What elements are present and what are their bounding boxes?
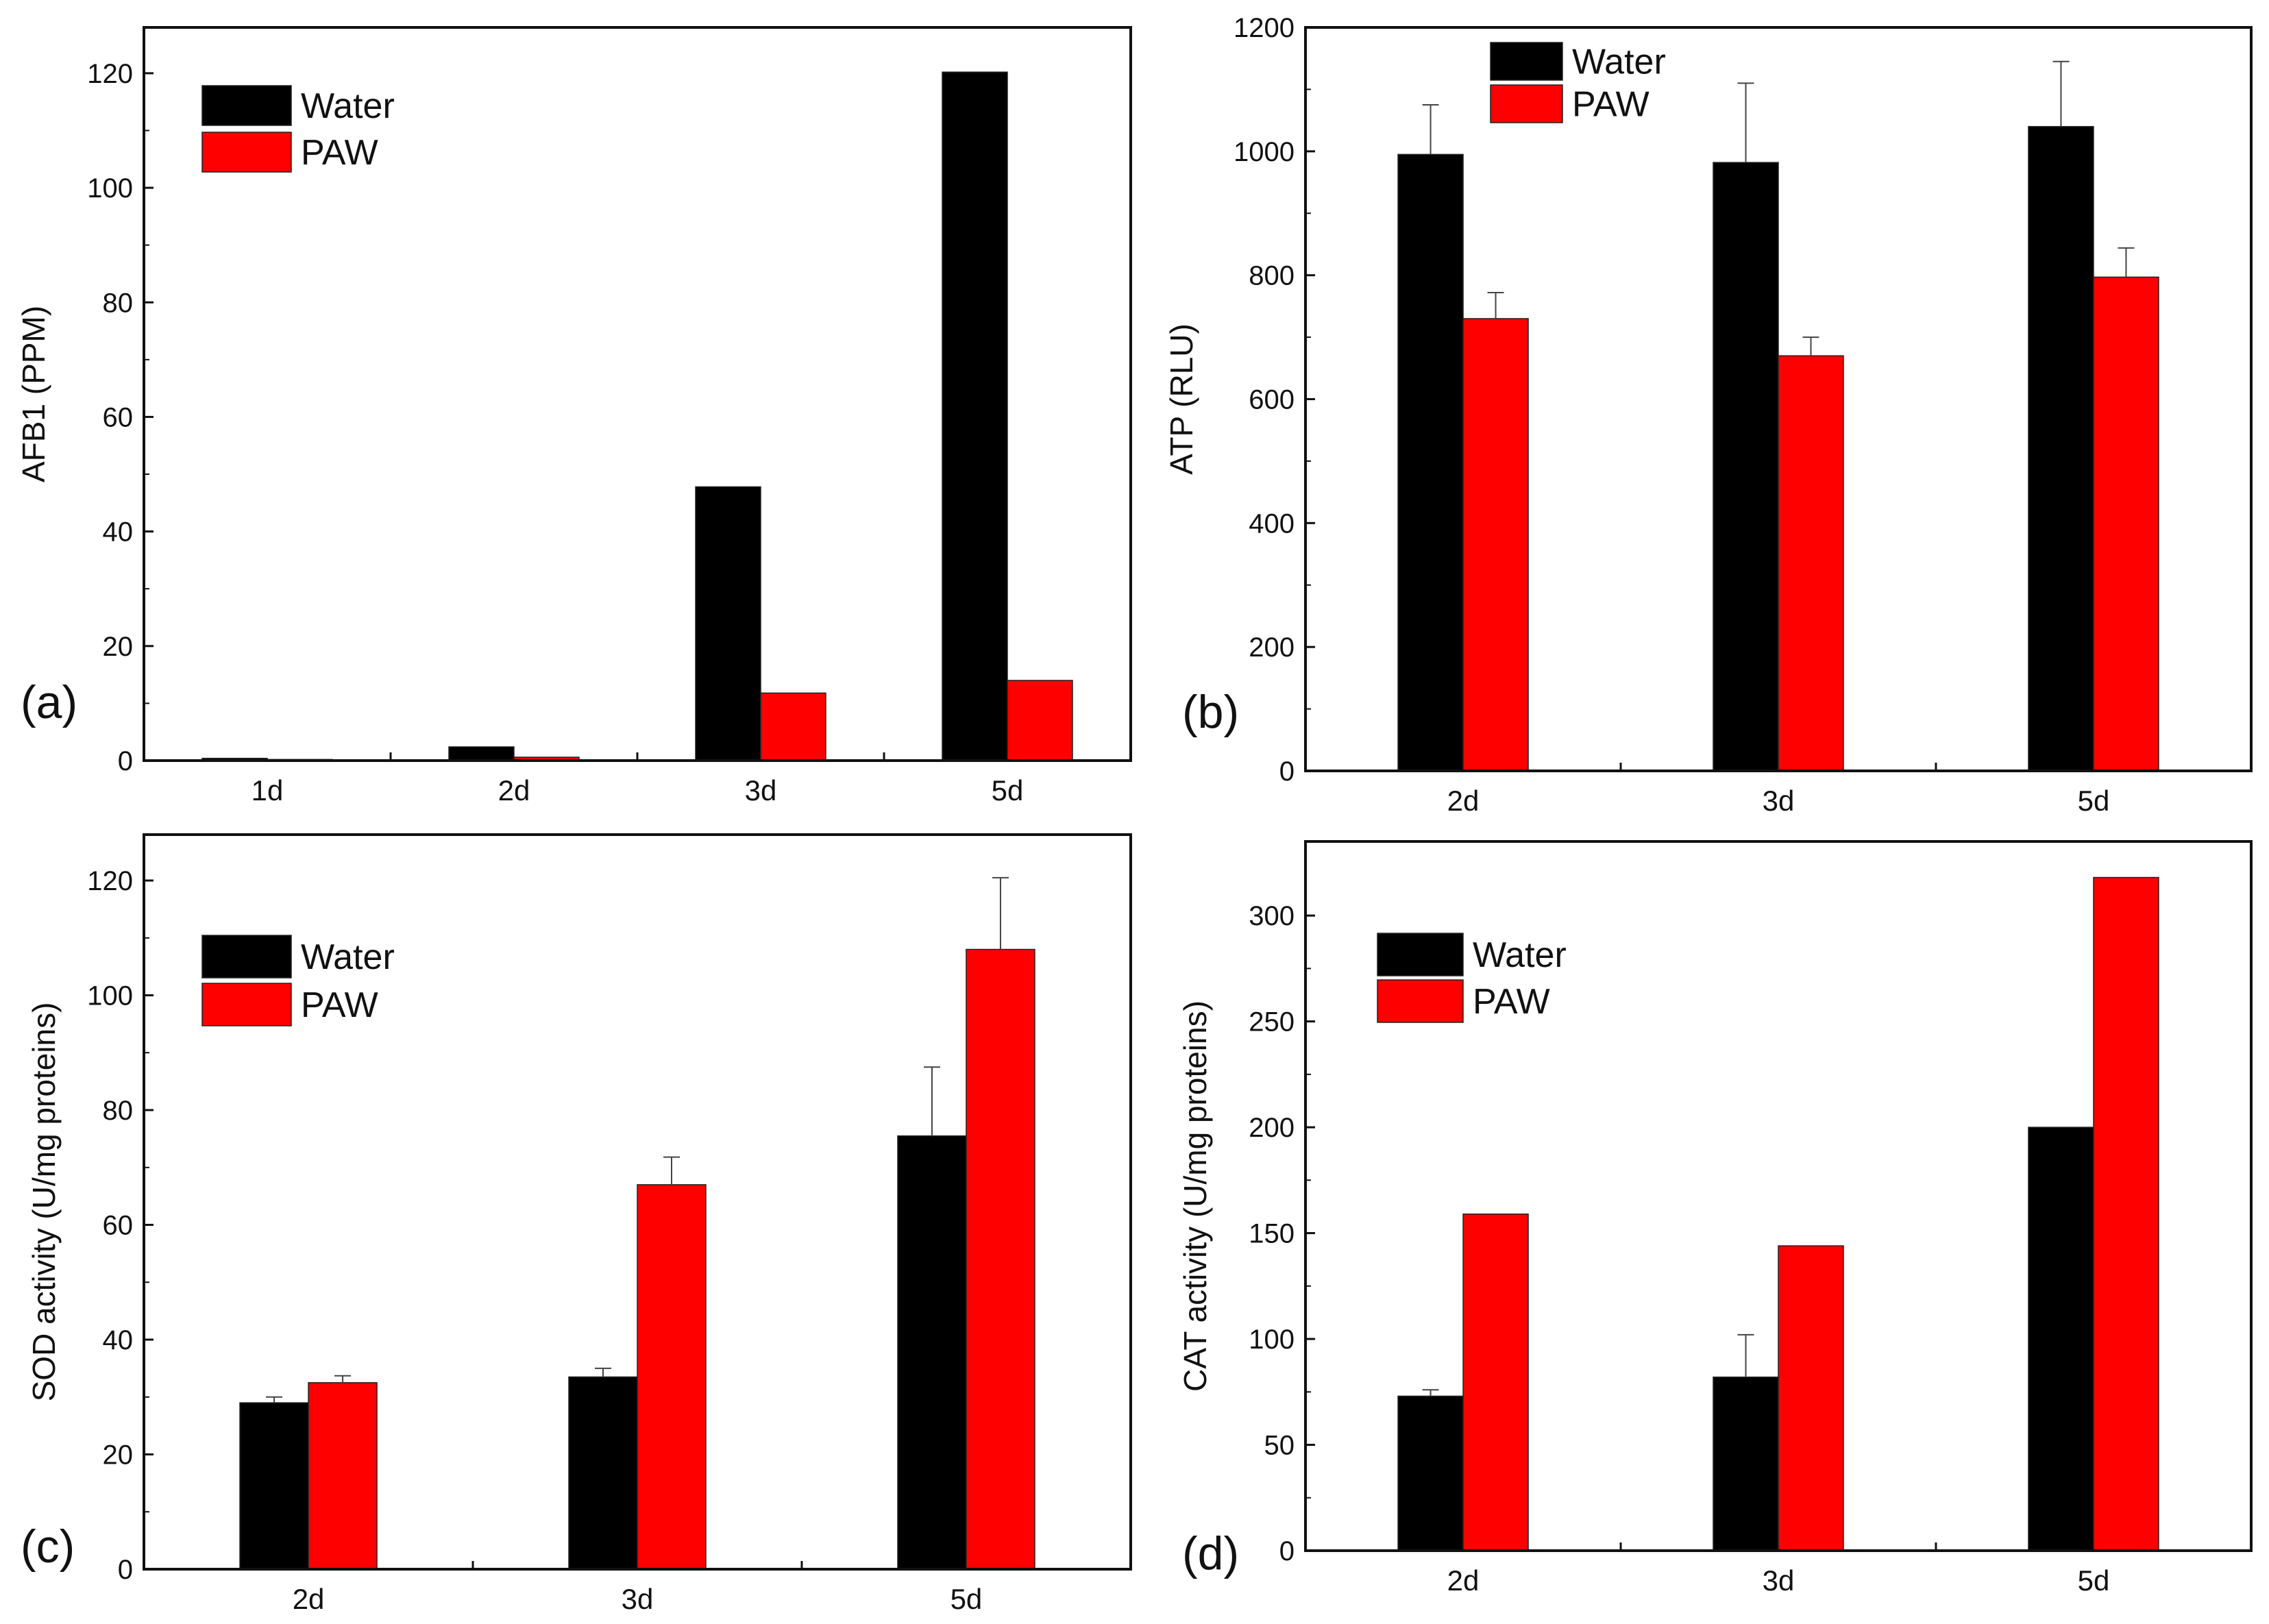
legend-label-water: Water — [1473, 935, 1567, 975]
x-tick-label: 1d — [252, 774, 284, 807]
chart-panel-1: 0 200 400 600 800 1000 1200 2d 3d 5d ATP (RLU) Wate… — [1164, 13, 2253, 817]
y-tick-label: 150 — [1249, 1219, 1295, 1249]
y-tick-label: 120 — [87, 866, 133, 896]
bar-paw-2d — [308, 1382, 378, 1570]
x-tick-label: 3d — [1763, 1564, 1795, 1597]
bar-paw-3d — [1778, 355, 1844, 772]
bar-paw-3d — [760, 692, 826, 761]
y-tick-label: 0 — [1279, 756, 1295, 787]
bar-water-3d — [568, 1376, 638, 1570]
x-tick-label: 2d — [1447, 785, 1480, 817]
legend-swatch-water — [201, 85, 292, 126]
bar-water-5d — [942, 71, 1008, 761]
bar-paw-3d — [637, 1184, 707, 1570]
y-tick-label: 80 — [103, 1096, 134, 1126]
legend-swatch-paw — [201, 983, 292, 1026]
legend-swatch-water — [1377, 933, 1464, 976]
bar-paw-3d — [1778, 1245, 1844, 1551]
panel-label: (a) — [21, 676, 77, 728]
bar-water-5d — [2028, 1127, 2094, 1551]
y-tick-label: 250 — [1249, 1007, 1295, 1037]
legend-label-water: Water — [301, 937, 395, 977]
bar-paw-5d — [966, 948, 1035, 1570]
panel-label: (b) — [1182, 686, 1239, 738]
y-tick-label: 0 — [1279, 1536, 1295, 1566]
y-tick-label: 100 — [1249, 1325, 1295, 1355]
bar-paw-5d — [1007, 680, 1073, 761]
legend-label-water: Water — [301, 86, 395, 126]
legend-label-paw: PAW — [1572, 85, 1649, 125]
legend-swatch-paw — [201, 132, 292, 173]
y-tick-label: 20 — [103, 1440, 134, 1471]
legend-label-paw: PAW — [1473, 982, 1550, 1022]
bar-paw-5d — [2093, 876, 2159, 1551]
chart-panel-2: 0 20 40 60 80 100 120 2d 3d 5d SOD activity (U/mg … — [21, 833, 1132, 1615]
y-tick-label: 300 — [1249, 901, 1295, 931]
y-tick-label: 1000 — [1234, 137, 1295, 167]
bar-water-2d — [1397, 153, 1464, 772]
bar-water-2d — [1397, 1395, 1464, 1551]
y-tick-label: 60 — [103, 402, 134, 432]
y-tick-label: 60 — [103, 1211, 134, 1241]
x-tick-label: 2d — [1447, 1564, 1480, 1597]
x-tick-label: 2d — [293, 1583, 325, 1615]
y-tick-label: 50 — [1264, 1431, 1295, 1461]
legend-label-paw: PAW — [301, 133, 378, 173]
y-axis-label: CAT activity (U/mg proteins) — [1177, 1000, 1213, 1392]
y-tick-label: 800 — [1249, 261, 1295, 291]
y-tick-label: 100 — [87, 173, 133, 204]
legend-swatch-water — [201, 935, 292, 979]
x-tick-label: 2d — [498, 774, 530, 807]
y-tick-label: 80 — [103, 288, 134, 318]
y-tick-label: 40 — [103, 1325, 134, 1355]
y-tick-label: 40 — [103, 517, 134, 548]
bar-water-3d — [695, 486, 761, 761]
y-tick-label: 400 — [1249, 508, 1295, 539]
panel-label: (d) — [1182, 1527, 1239, 1579]
bar-water-2d — [239, 1402, 309, 1570]
bar-water-5d — [2028, 125, 2094, 772]
y-tick-label: 1200 — [1234, 13, 1295, 43]
y-tick-label: 0 — [118, 1555, 133, 1585]
legend-swatch-paw — [1377, 979, 1464, 1023]
panel-label: (c) — [21, 1521, 75, 1573]
x-tick-label: 5d — [950, 1583, 983, 1615]
legend-label-paw: PAW — [301, 985, 378, 1025]
x-tick-label: 5d — [2078, 785, 2110, 817]
y-tick-label: 100 — [87, 981, 133, 1011]
y-tick-label: 20 — [103, 632, 134, 662]
y-tick-label: 200 — [1249, 1113, 1295, 1143]
plot-frame — [143, 833, 1132, 1571]
plot-frame — [1304, 840, 2253, 1552]
bar-water-5d — [897, 1135, 967, 1570]
y-tick-label: 120 — [87, 59, 133, 89]
bar-water-3d — [1713, 1376, 1779, 1551]
bar-water-3d — [1713, 162, 1779, 772]
legend-label-water: Water — [1572, 42, 1666, 82]
x-tick-label: 3d — [1763, 785, 1795, 817]
bar-paw-2d — [1462, 1214, 1529, 1551]
bar-water-2d — [448, 746, 515, 761]
x-tick-label: 5d — [992, 774, 1024, 807]
legend-swatch-water — [1490, 42, 1563, 81]
y-axis-label: ATP (RLU) — [1164, 323, 1199, 475]
chart-panel-0: 0 20 40 60 80 100 120 1d 2d 3d 5d AFB1 (PPM) Water PA… — [16, 26, 1132, 807]
y-tick-label: 600 — [1249, 385, 1295, 415]
x-tick-label: 5d — [2078, 1564, 2110, 1597]
y-axis-label: AFB1 (PPM) — [16, 306, 51, 482]
chart-panel-3: 0 50 100 150 200 250 300 2d 3d 5d CAT activity (U/… — [1177, 840, 2253, 1597]
bar-paw-5d — [2093, 276, 2159, 772]
y-axis-label: SOD activity (U/mg proteins) — [26, 1002, 62, 1402]
legend-swatch-paw — [1490, 84, 1563, 123]
y-tick-label: 0 — [118, 746, 133, 776]
x-tick-label: 3d — [745, 774, 777, 807]
y-tick-label: 200 — [1249, 632, 1295, 663]
x-tick-label: 3d — [622, 1583, 654, 1615]
bar-paw-2d — [1462, 318, 1529, 772]
